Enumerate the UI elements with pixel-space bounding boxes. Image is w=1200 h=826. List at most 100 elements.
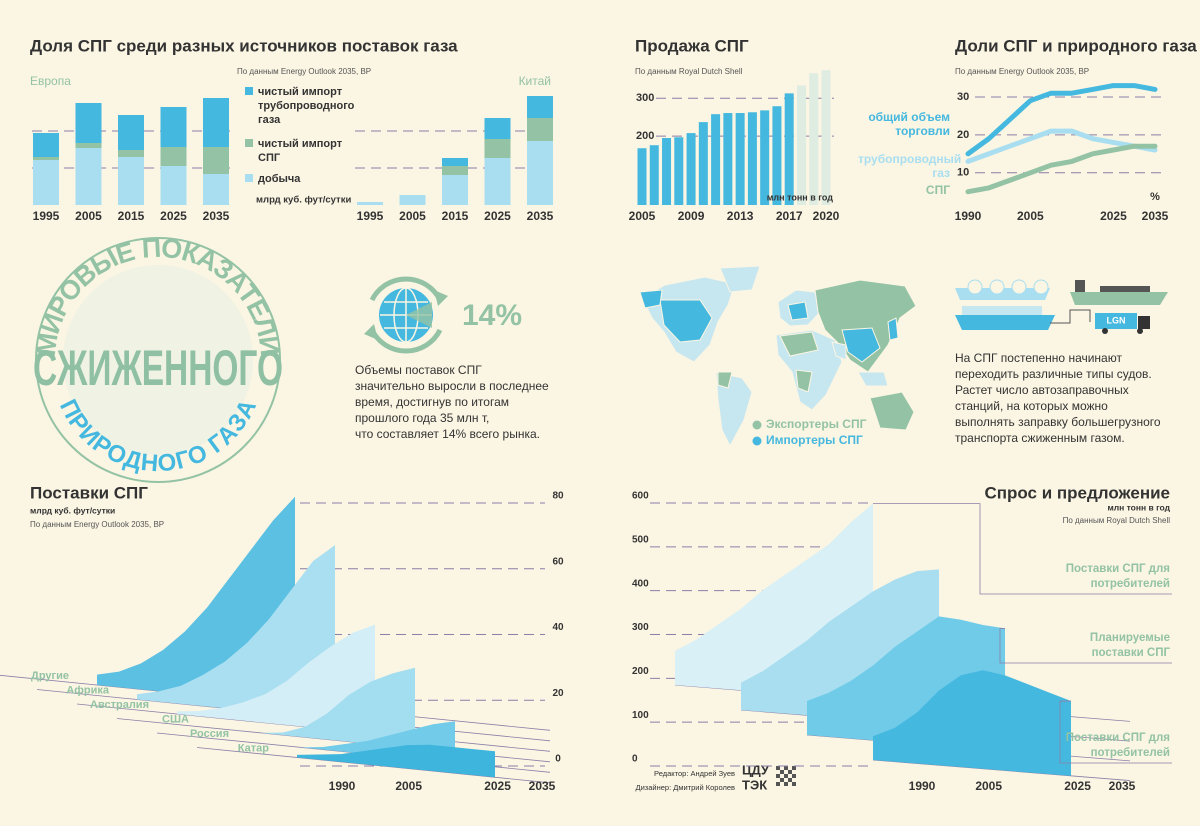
area-layer <box>137 545 335 720</box>
truck-label: LGN <box>1107 315 1126 325</box>
growth-value: 14% <box>462 299 522 332</box>
x-tick-label: 2005 <box>75 209 102 223</box>
y-tick-label: 600 <box>632 491 649 502</box>
unit-label: млн тонн в год <box>767 192 834 202</box>
bar-segment <box>33 160 59 205</box>
text-line: Объемы поставок СПГ <box>355 363 482 377</box>
text-line: станций, на которых можно <box>955 399 1108 413</box>
bar <box>735 113 745 205</box>
map-legend: Экспортеры СПГ <box>766 417 867 431</box>
unit-label: млрд куб. фут/сутки <box>256 195 351 206</box>
y-tick-label: 300 <box>636 92 654 104</box>
y-tick-label: 0 <box>555 754 561 765</box>
legend-label: добыча <box>258 173 301 185</box>
layer-label: Россия <box>190 728 229 740</box>
area-layer <box>297 744 495 778</box>
legend-label: чистый импорт СПГ <box>258 138 343 164</box>
text-line: прошлого года 35 млн т, <box>355 411 490 425</box>
ships-illustration <box>955 279 1168 334</box>
y-tick-label: 100 <box>632 710 649 721</box>
bar <box>760 110 770 205</box>
y-tick-label: 80 <box>552 491 564 502</box>
bar <box>784 93 794 205</box>
bar <box>772 106 782 205</box>
bar <box>809 73 819 205</box>
bar-segment <box>484 158 511 205</box>
y-tick-label: 0 <box>632 754 638 765</box>
text-line: Растет число автозаправочных <box>955 383 1129 397</box>
x-tick-label: 2035 <box>527 209 554 223</box>
x-tick-label: 2005 <box>395 779 422 793</box>
x-tick-label: 1995 <box>357 209 384 223</box>
legend-swatch <box>245 87 253 95</box>
y-tick-label: 40 <box>552 622 564 633</box>
chart-title: Поставки СПГ <box>30 483 148 502</box>
bar-segment <box>160 107 187 147</box>
x-tick-label: 1995 <box>33 209 60 223</box>
text-line: транспорта сжиженным газом. <box>955 431 1125 445</box>
y-tick-label: 500 <box>632 534 649 545</box>
x-tick-label: 2035 <box>1109 779 1136 793</box>
globe-icon <box>364 276 448 354</box>
bar <box>686 133 696 205</box>
chart-source: По данным Royal Dutch Shell <box>635 67 743 76</box>
bar-segment <box>33 157 59 160</box>
chart-title: Доли СПГ и природного газа <box>955 36 1197 55</box>
logo-checker <box>776 766 796 786</box>
bar <box>674 137 684 205</box>
bar-segment <box>442 175 468 205</box>
y-tick-label: 20 <box>957 129 969 141</box>
bar-segment <box>118 115 144 150</box>
layer-label: Поставки СПГ для потребителей <box>1065 563 1170 590</box>
line-series <box>965 143 1158 195</box>
credit: Редактор: Андрей Зуев <box>654 769 735 778</box>
x-tick-label: 2005 <box>629 209 656 223</box>
unit-label: млрд куб. фут/сутки <box>30 505 115 515</box>
y-tick-label: 20 <box>552 688 564 699</box>
bar <box>637 148 647 205</box>
label-leader <box>999 628 1172 664</box>
bar-segment <box>442 158 468 166</box>
area-layer <box>217 667 415 749</box>
bar-segment <box>527 141 553 205</box>
chart-source: По данным Royal Dutch Shell <box>1063 516 1171 525</box>
bar-segment <box>357 202 383 205</box>
ships-text: На СПГ постепенно начинают переходить раз… <box>955 350 1161 446</box>
y-tick-label: 300 <box>632 622 649 633</box>
x-tick-label: 1990 <box>329 779 356 793</box>
line-series <box>965 128 1158 164</box>
bar-segment <box>118 150 144 157</box>
text-line: выполнять заправку большегрузного <box>955 415 1161 429</box>
bar <box>649 145 659 205</box>
bar <box>747 112 757 205</box>
x-tick-label: 2005 <box>975 779 1002 793</box>
legend-swatch <box>245 139 253 147</box>
bar-segment <box>442 166 468 175</box>
series-label: общий объем торговли <box>868 110 950 138</box>
series-label: трубопроводный газ <box>858 152 962 180</box>
text-line: что составляет 14% всего рынка. <box>355 427 541 441</box>
emblem-globe <box>63 265 253 455</box>
bar-segment <box>118 157 144 205</box>
bar-segment <box>160 166 187 205</box>
x-tick-label: 2013 <box>727 209 754 223</box>
label-leader <box>1059 700 1172 764</box>
area-layer <box>177 624 375 734</box>
bar-segment <box>160 147 187 166</box>
label-leader <box>873 503 1172 595</box>
bar-segment <box>484 118 511 139</box>
x-tick-label: 2009 <box>678 209 705 223</box>
credit: Дизайнер: Дмитрий Королев <box>636 783 735 792</box>
bar <box>711 114 721 205</box>
chart-title: Спрос и предложение <box>984 483 1170 502</box>
layer-label: Поставки СПГ для потребителей <box>1065 732 1170 759</box>
bar-segment <box>527 96 553 118</box>
bar-segment <box>33 133 59 157</box>
growth-text: Объемы поставок СПГ значительно выросли в… <box>355 362 549 442</box>
legend-dot <box>752 420 762 430</box>
text-line: переходить различные типы судов. <box>955 367 1152 381</box>
chart-title: Доля СПГ среди разных источников поставо… <box>30 36 458 55</box>
chart-source: По данным Energy Outlook 2035, BP <box>955 67 1089 76</box>
bar-segment <box>75 143 102 148</box>
